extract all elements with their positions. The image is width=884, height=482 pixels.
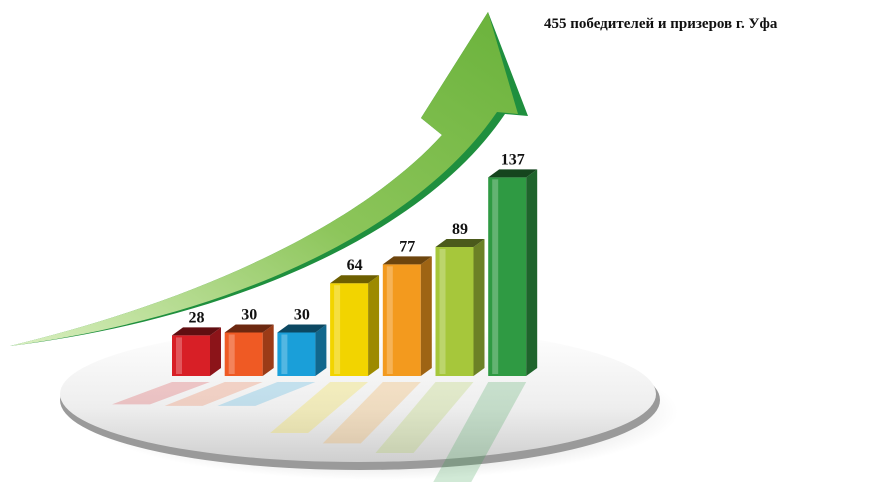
bar-1-value-label: 28 [189,309,205,326]
bar-2-side [262,324,274,376]
bar-7-top [488,169,538,178]
bar-3-reflection [217,382,316,406]
bars-layer: 28 30 30 64 77 89 137 [112,151,538,482]
bar-4-top [330,275,380,284]
bar-3-value-label: 30 [294,307,310,324]
bar-1-reflection [112,382,210,405]
bar-6-top [435,238,485,247]
bar-2-reflection [164,382,263,406]
bar-3-front [277,332,316,376]
bar-1-highlight [176,337,182,374]
bar-4-value-label: 64 [347,257,363,274]
bar-4-front [330,283,369,376]
bar-2-front [224,332,263,376]
bar-5-reflection [322,382,421,444]
bar-3-highlight [281,334,288,374]
bar-1-top [172,327,221,336]
bar-5-side [420,256,432,376]
bar-6: 89 [375,221,485,453]
bar-7: 137 [433,151,538,482]
bar-2: 30 [164,307,274,406]
bar-7-value-label: 137 [501,151,525,168]
bar-6-side [473,238,485,376]
bar-6-reflection [375,382,474,453]
bar-3: 30 [217,307,327,406]
bar-6-value-label: 89 [452,221,468,238]
bar-7-highlight [492,179,499,374]
bar-4-reflection [270,382,369,434]
rising-arrow-icon [10,12,528,346]
bar-5: 77 [322,238,432,444]
bar-1-front [172,335,210,376]
bar-7-front [488,177,527,376]
bar-2-value-label: 30 [241,307,257,324]
bar-2-top [224,324,274,333]
bar-6-highlight [439,248,446,374]
chart-title: 455 победителей и призеров г. Уфа [544,16,778,32]
bar-4-side [368,275,380,376]
bar-5-value-label: 77 [399,238,415,255]
bar-7-side [526,169,538,376]
bar-3-top [277,324,327,333]
bar-5-highlight [386,266,393,374]
bar-4: 64 [270,257,380,434]
bar-7-reflection [433,382,527,482]
bar-1-side [210,327,221,376]
bar-3-side [315,324,327,376]
bar-5-front [382,264,421,376]
bar-1: 28 [112,309,221,405]
bar-4-highlight [334,285,341,374]
bar-2-highlight [228,334,235,374]
bar-6-front [435,246,474,376]
bar-5-top [382,256,432,265]
